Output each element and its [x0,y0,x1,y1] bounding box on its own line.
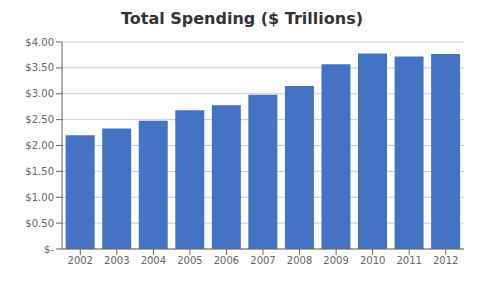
svg-text:$2.50: $2.50 [25,114,54,125]
svg-text:$3.00: $3.00 [25,88,54,99]
svg-text:$4.00: $4.00 [25,37,54,48]
svg-text:$-: $- [44,244,54,255]
html-text:Total Spending ($ Trillions): Total Spending ($ Trillions) [121,9,363,28]
svg-text:2007: 2007 [250,255,275,266]
svg-text:2010: 2010 [360,255,385,266]
svg-text:2006: 2006 [214,255,239,266]
svg-text:2004: 2004 [141,255,166,266]
svg-text:$0.50: $0.50 [25,218,54,229]
svg-text:2011: 2011 [396,255,421,266]
svg-text:2008: 2008 [287,255,312,266]
svg-text:$1.00: $1.00 [25,192,54,203]
svg-text:$1.50: $1.50 [25,166,54,177]
svg-text:2003: 2003 [104,255,129,266]
svg-text:2002: 2002 [68,255,93,266]
svg-text:2009: 2009 [323,255,348,266]
svg-text:$2.00: $2.00 [25,140,54,151]
svg-text:2012: 2012 [433,255,458,266]
svg-text:$3.50: $3.50 [25,62,54,73]
svg-text:2005: 2005 [177,255,202,266]
